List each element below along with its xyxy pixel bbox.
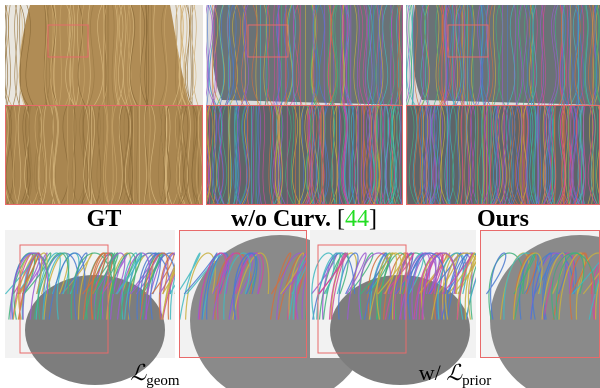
prefix: w/ [419, 360, 442, 385]
gt-zoom [5, 105, 203, 205]
symbol: ℒ [130, 360, 147, 385]
ours-hair [412, 5, 600, 105]
figure: GT w/o Curv. [44] Ours ℒgeom w/ ℒprior [0, 0, 600, 388]
hair-strand [467, 5, 468, 105]
ref[interactable]: 44 [345, 206, 369, 232]
caption: w/o Curv. [44] [231, 206, 377, 232]
caption: w/ ℒprior [419, 360, 492, 388]
hair-strand [140, 5, 141, 105]
ref-bracket: ] [369, 206, 377, 232]
symbol: ℒ [446, 360, 463, 385]
base-hair [212, 5, 403, 105]
ref-bracket: [ [337, 206, 345, 232]
caption: ℒgeom [130, 360, 180, 388]
caption-text: w/o Curv. [231, 206, 331, 232]
subscript: geom [146, 373, 180, 388]
subscript: prior [462, 373, 491, 388]
caption: Ours [477, 206, 529, 232]
caption: GT [87, 206, 122, 232]
hair-strand [377, 105, 378, 205]
